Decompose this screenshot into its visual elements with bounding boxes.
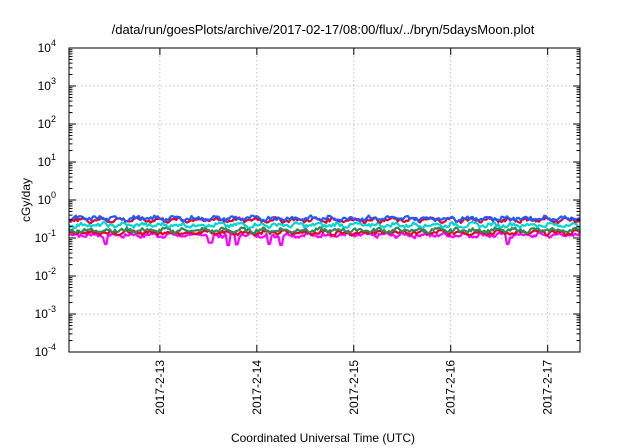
x-tick-label: 2017-2-13 xyxy=(153,360,167,415)
y-tick-label: 10-4 xyxy=(35,342,56,359)
y-tick-label: 10-2 xyxy=(35,266,56,283)
series-layer xyxy=(68,214,581,247)
x-tick-label: 2017-2-17 xyxy=(541,360,555,415)
axis-ticks xyxy=(69,47,580,353)
y-tick-label: 104 xyxy=(38,38,56,55)
y-tick-label: 10-3 xyxy=(35,304,56,321)
y-tick-label: 10-1 xyxy=(35,228,56,245)
series-line xyxy=(68,214,580,223)
y-tick-label: 102 xyxy=(38,114,56,131)
series-line xyxy=(68,221,581,230)
series-line xyxy=(68,231,581,247)
y-tick-label: 100 xyxy=(38,190,56,207)
x-tick-label: 2017-2-15 xyxy=(347,360,361,415)
y-axis-label: cGy/day xyxy=(19,178,33,222)
x-tick-label: 2017-2-14 xyxy=(250,360,264,415)
series-line xyxy=(68,226,581,235)
chart-title: /data/run/goesPlots/archive/2017-02-17/0… xyxy=(112,22,535,37)
grid xyxy=(69,48,580,352)
x-axis-label: Coordinated Universal Time (UTC) xyxy=(231,431,415,445)
y-tick-label: 103 xyxy=(38,76,56,93)
x-tick-labels: 2017-2-13 2017-2-14 2017-2-15 2017-2-16 2017… xyxy=(153,360,555,415)
y-tick-labels: 10-4 10-3 10-2 10-1 100 101 102 103 104 xyxy=(35,38,56,359)
y-tick-label: 101 xyxy=(38,152,56,169)
x-tick-label: 2017-2-16 xyxy=(444,360,458,415)
